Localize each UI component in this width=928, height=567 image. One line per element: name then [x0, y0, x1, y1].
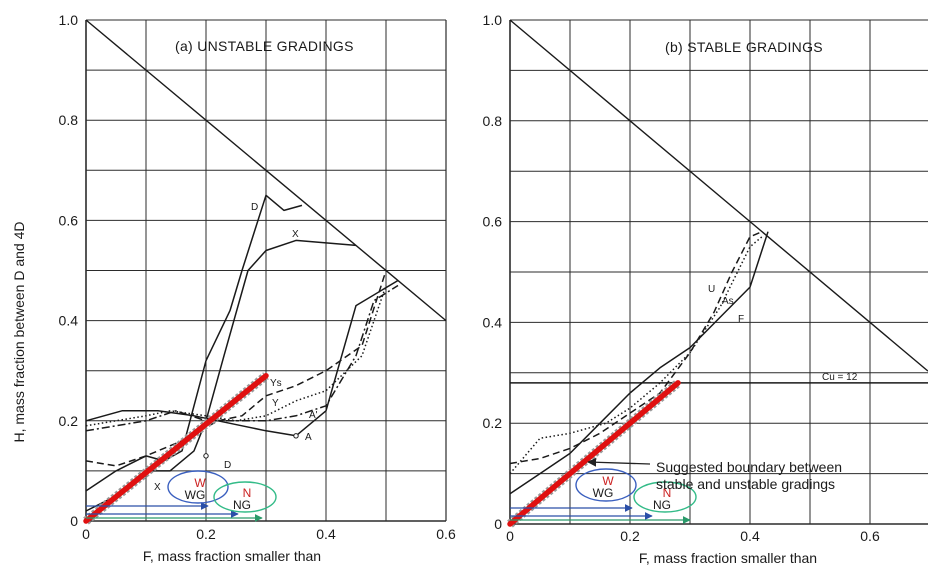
x-tick-label: 0.6	[860, 528, 880, 544]
y-tick-label: 1.0	[483, 12, 503, 28]
curve-label-Ys: Ys	[270, 378, 282, 389]
y-tick-label: 0.4	[483, 314, 503, 330]
x-tick-label: 0.6	[436, 526, 456, 542]
curve-label-A: A	[305, 432, 312, 443]
cu-label: Cu = 12	[822, 372, 858, 383]
circle-sublabel-ng: NG	[233, 498, 251, 512]
series-Ys-line	[85, 270, 387, 467]
circle-n	[633, 481, 697, 513]
series-Y-line	[85, 285, 387, 427]
y-tick-label: 0.8	[483, 113, 503, 129]
x-tick-label: 0	[82, 526, 90, 542]
curve-label-Y: Y	[272, 398, 279, 409]
y-tick-label: 1.0	[59, 12, 79, 28]
series-A-line	[85, 284, 399, 432]
panel-a-title: (a) UNSTABLE GRADINGS	[175, 38, 354, 54]
y-tick-label: 0.2	[59, 413, 79, 429]
suggested-boundary-line	[83, 372, 269, 524]
circle-w	[575, 468, 637, 502]
circle-label-n: N	[243, 486, 252, 500]
annotation-line-1: Suggested boundary between	[656, 459, 842, 475]
curve-label-D: D	[224, 460, 231, 471]
data-point-marker	[293, 433, 299, 439]
suggested-boundary-line	[507, 380, 681, 527]
circle-w	[167, 470, 229, 504]
curve-label-X: X	[154, 482, 161, 493]
boundary-line	[509, 19, 928, 372]
x-tick-label: 0.4	[740, 528, 760, 544]
series-U-line	[509, 231, 763, 465]
curve-label-F: F	[738, 314, 744, 325]
data-point-marker	[203, 453, 209, 459]
circle-sublabel-wg: WG	[593, 486, 614, 500]
curve-label-A: A'	[309, 410, 318, 421]
series-D-line	[85, 194, 303, 492]
circle-label-w: W	[194, 476, 206, 490]
panel-b-title: (b) STABLE GRADINGS	[665, 39, 823, 55]
annotation-line-2: stable and unstable gradings	[656, 476, 835, 492]
circle-sublabel-wg: WG	[185, 488, 206, 502]
circle-label-n: N	[663, 486, 672, 500]
circle-label-w: W	[602, 474, 614, 488]
y-tick-label: 0.6	[59, 212, 79, 228]
x-tick-label: 0.2	[620, 528, 640, 544]
y-tick-label: 0.4	[59, 313, 79, 329]
curve-label-U: U	[708, 284, 715, 295]
annotation-arrow	[587, 457, 651, 467]
series-As-line	[509, 236, 763, 475]
y-tick-label: 0	[70, 513, 78, 529]
curve-label-As: As	[722, 296, 734, 307]
x-tick-label: 0.2	[196, 526, 216, 542]
y-tick-label: 0.6	[483, 214, 503, 230]
series-A-line	[85, 279, 399, 437]
curve-label-D: D	[251, 202, 258, 213]
panel-a-unstable: WWG NNG D X Ys Y A' A D X 0 0.2 0.4 0.6 0 0.2 0.4 0.6 0.…	[59, 12, 456, 542]
x-axis-label-a: F, mass fraction smaller than	[143, 548, 321, 564]
x-tick-label: 0.4	[316, 526, 336, 542]
y-tick-label: 0	[494, 516, 502, 532]
x-tick-label: 0	[506, 528, 514, 544]
y-axis-label: H, mass fraction between D and 4D	[11, 222, 27, 443]
y-tick-label: 0.8	[59, 112, 79, 128]
curve-label-X: X	[292, 229, 299, 240]
circle-n	[213, 481, 277, 513]
circle-sublabel-ng: NG	[653, 498, 671, 512]
panel-b-stable: WWG NNG Cu = 12 U As F Suggested boundary bet…	[483, 12, 928, 544]
series-F-line	[509, 231, 769, 495]
y-tick-label: 0.2	[483, 415, 503, 431]
x-axis-label-b: F, mass fraction smaller than	[639, 550, 817, 566]
